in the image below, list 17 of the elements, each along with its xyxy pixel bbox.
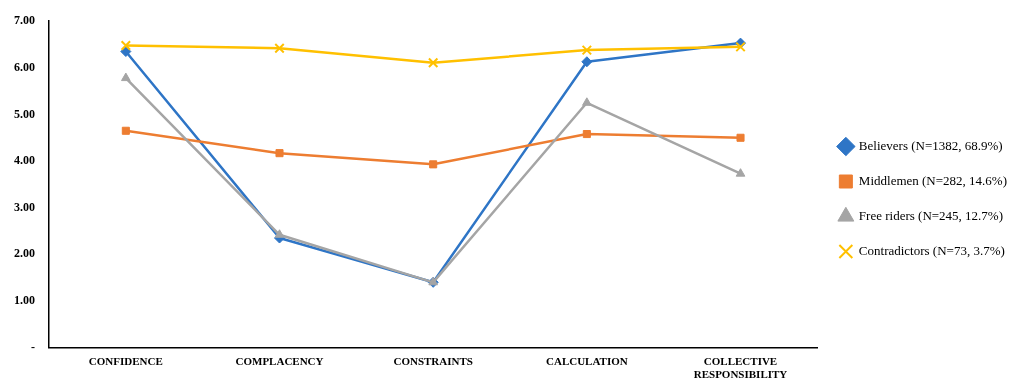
y-tick-label: 7.00 [14,13,35,28]
y-tick-label: 4.00 [14,153,35,168]
x-tick-label: COMPLACENCY [235,355,324,368]
y-tick-label: 1.00 [14,293,35,308]
x-tick-label: CONSTRAINTS [393,355,473,368]
y-tick-label: 6.00 [14,59,35,74]
legend-label: Free riders (N=245, 12.7%) [858,207,1004,223]
y-tick-label: 5.00 [14,106,35,121]
y-tick-label: 3.00 [14,199,35,214]
x-tick-label: COLLECTIVE RESPONSIBILITY [693,355,788,381]
y-tick-label: - [31,339,35,354]
legend-label: Middlemen (N=282, 14.6%) [858,172,1008,188]
y-tick-label: 2.00 [14,246,35,261]
legend-label: Believers (N=1382, 68.9%) [858,137,1003,153]
x-tick-label: CONFIDENCE [88,355,163,368]
x-tick-label: CALCULATION [546,355,628,368]
legend-label: Contradictors (N=73, 3.7%) [858,242,1005,258]
